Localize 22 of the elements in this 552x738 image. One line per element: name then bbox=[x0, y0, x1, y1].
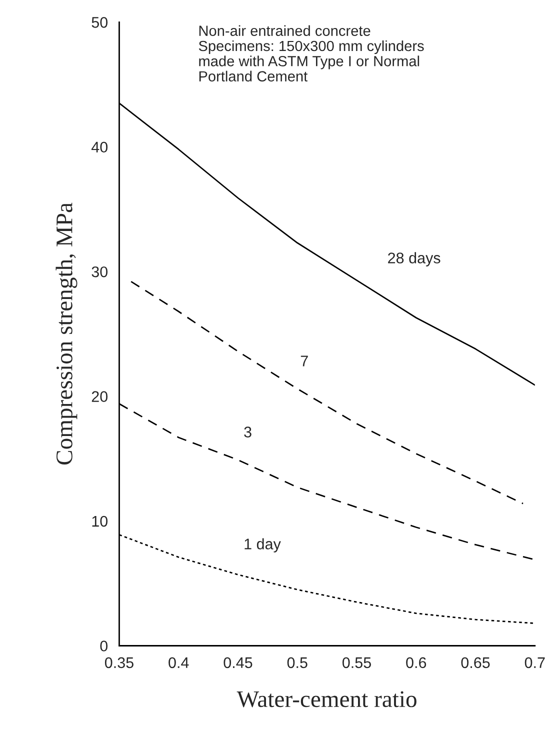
y-tick-label: 20 bbox=[92, 391, 108, 402]
x-tick-label: 0.7 bbox=[524, 657, 545, 668]
y-tick-label: 0 bbox=[100, 640, 108, 652]
line-series bbox=[130, 280, 524, 504]
series-label: 28 days bbox=[388, 252, 440, 266]
x-tick-label: 0.45 bbox=[224, 657, 252, 668]
series-label: 7 bbox=[300, 356, 308, 366]
x-tick-label: 0.65 bbox=[461, 657, 490, 668]
series-label: 3 bbox=[244, 426, 252, 438]
y-tick-label: 50 bbox=[92, 17, 108, 28]
x-tick-label: 0.35 bbox=[104, 657, 134, 668]
y-axis-title: Compression strength, MPa bbox=[56, 202, 78, 464]
x-tick-label: 0.4 bbox=[168, 657, 189, 668]
y-tick-label: 40 bbox=[91, 142, 108, 153]
x-tick-label: 0.5 bbox=[287, 657, 308, 668]
y-tick-label: 30 bbox=[92, 266, 108, 278]
x-tick-label: 0.6 bbox=[406, 657, 426, 668]
annotation: Non-air entrained concrete Specimens: 150x300 mm cylinders made with ASTM Type I or Normal Portland Cement bbox=[198, 25, 424, 82]
y-tick-label: 10 bbox=[92, 516, 108, 527]
x-tick-label: 0.55 bbox=[342, 657, 371, 668]
series-label: 1 day bbox=[244, 538, 281, 552]
x-axis-title: Water-cement ratio bbox=[236, 691, 416, 708]
